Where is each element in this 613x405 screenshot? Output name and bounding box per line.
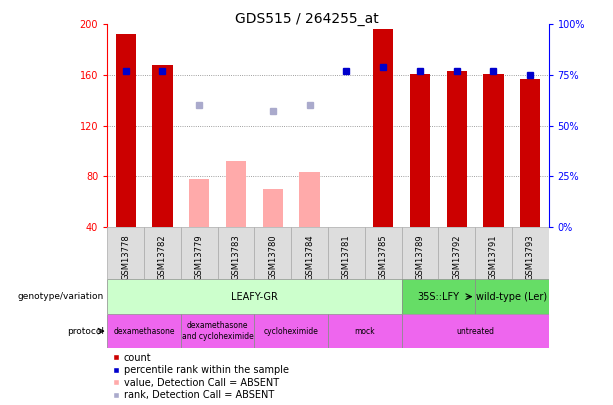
Bar bbox=[181, 314, 254, 348]
Text: GSM13785: GSM13785 bbox=[379, 235, 387, 280]
Bar bbox=[299, 173, 320, 227]
Bar bbox=[512, 227, 549, 279]
Bar bbox=[520, 79, 541, 227]
Text: GSM13778: GSM13778 bbox=[121, 235, 130, 280]
Bar bbox=[263, 189, 283, 227]
Bar bbox=[115, 34, 135, 227]
Bar bbox=[328, 314, 402, 348]
Bar bbox=[402, 279, 475, 314]
Text: GSM13791: GSM13791 bbox=[489, 235, 498, 280]
Legend: count, percentile rank within the sample, value, Detection Call = ABSENT, rank, : count, percentile rank within the sample… bbox=[112, 353, 289, 400]
Text: GDS515 / 264255_at: GDS515 / 264255_at bbox=[235, 12, 378, 26]
Bar bbox=[107, 279, 402, 314]
Text: GSM13781: GSM13781 bbox=[342, 235, 351, 280]
Text: genotype/variation: genotype/variation bbox=[18, 292, 104, 301]
Text: GSM13783: GSM13783 bbox=[232, 235, 240, 280]
Text: wild-type (Ler): wild-type (Ler) bbox=[476, 292, 547, 302]
Bar bbox=[218, 227, 254, 279]
Bar bbox=[328, 227, 365, 279]
Bar bbox=[409, 74, 430, 227]
Bar bbox=[254, 227, 291, 279]
Text: GSM13793: GSM13793 bbox=[526, 235, 535, 280]
Bar bbox=[291, 227, 328, 279]
Bar bbox=[475, 227, 512, 279]
Text: LEAFY-GR: LEAFY-GR bbox=[231, 292, 278, 302]
Text: GSM13780: GSM13780 bbox=[268, 235, 277, 280]
Bar bbox=[373, 30, 394, 227]
Bar bbox=[107, 227, 144, 279]
Text: dexamethasone
and cycloheximide: dexamethasone and cycloheximide bbox=[181, 322, 254, 341]
Bar bbox=[181, 227, 218, 279]
Text: dexamethasone: dexamethasone bbox=[113, 326, 175, 336]
Text: protocol: protocol bbox=[67, 326, 104, 336]
Bar bbox=[475, 279, 549, 314]
Text: GSM13792: GSM13792 bbox=[452, 235, 461, 280]
Bar bbox=[226, 161, 246, 227]
Text: untreated: untreated bbox=[456, 326, 494, 336]
Text: GSM13779: GSM13779 bbox=[195, 235, 204, 280]
Bar bbox=[107, 314, 181, 348]
Bar bbox=[402, 314, 549, 348]
Text: 35S::LFY: 35S::LFY bbox=[417, 292, 459, 302]
Bar bbox=[189, 179, 209, 227]
Bar bbox=[144, 227, 181, 279]
Bar bbox=[254, 314, 328, 348]
Text: GSM13784: GSM13784 bbox=[305, 235, 314, 280]
Text: cycloheximide: cycloheximide bbox=[264, 326, 319, 336]
Text: GSM13782: GSM13782 bbox=[158, 235, 167, 280]
Bar bbox=[484, 74, 504, 227]
Bar bbox=[365, 227, 402, 279]
Bar bbox=[402, 227, 438, 279]
Text: mock: mock bbox=[354, 326, 375, 336]
Bar bbox=[438, 227, 475, 279]
Text: GSM13789: GSM13789 bbox=[416, 235, 424, 280]
Bar bbox=[153, 65, 173, 227]
Bar bbox=[447, 71, 467, 227]
